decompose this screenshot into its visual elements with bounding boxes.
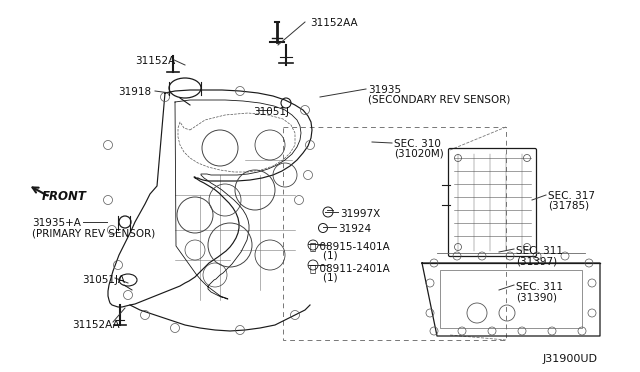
Text: 31152AA: 31152AA: [310, 18, 358, 28]
Bar: [283, 127, 506, 340]
Text: 31152A: 31152A: [135, 56, 175, 66]
Text: (31020M): (31020M): [394, 149, 444, 159]
Text: SEC. 311: SEC. 311: [516, 246, 563, 256]
Text: Ⓟ 08915-1401A: Ⓟ 08915-1401A: [310, 241, 390, 251]
Text: (SECONDARY REV SENSOR): (SECONDARY REV SENSOR): [368, 95, 510, 105]
Text: (PRIMARY REV SENSOR): (PRIMARY REV SENSOR): [32, 228, 156, 238]
Text: FRONT: FRONT: [42, 190, 87, 203]
Text: 31918: 31918: [118, 87, 151, 97]
Bar: [440, 270, 582, 328]
Text: SEC. 317: SEC. 317: [548, 191, 595, 201]
Text: 31935: 31935: [368, 85, 401, 95]
Text: Ⓝ 08911-2401A: Ⓝ 08911-2401A: [310, 263, 390, 273]
Text: 31152AA: 31152AA: [72, 320, 120, 330]
Text: (31397): (31397): [516, 256, 557, 266]
Text: 31051JA: 31051JA: [82, 275, 125, 285]
Text: 31935+A: 31935+A: [32, 218, 81, 228]
Text: (1): (1): [310, 273, 338, 283]
Text: SEC. 311: SEC. 311: [516, 282, 563, 292]
Text: J31900UD: J31900UD: [543, 354, 598, 364]
Text: 31924: 31924: [338, 224, 371, 234]
Text: 31997X: 31997X: [340, 209, 380, 219]
Text: (1): (1): [310, 251, 338, 261]
Text: (31785): (31785): [548, 201, 589, 211]
Text: SEC. 310: SEC. 310: [394, 139, 441, 149]
Text: 31051J: 31051J: [253, 107, 289, 117]
Text: (31390): (31390): [516, 292, 557, 302]
